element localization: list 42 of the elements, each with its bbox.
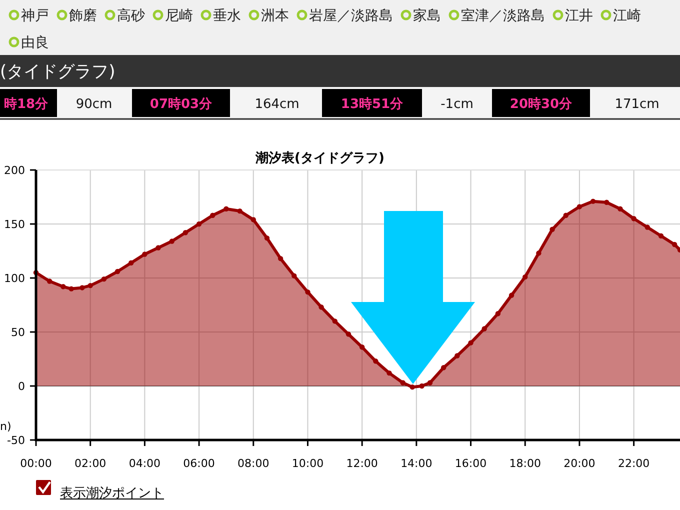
y-axis-title: n) bbox=[0, 420, 12, 433]
text: 由良 bbox=[21, 35, 49, 51]
x-tick-label: 02:00 bbox=[74, 457, 106, 470]
text: 家島 bbox=[413, 8, 441, 24]
x-tick-label: 10:00 bbox=[292, 457, 324, 470]
text: 20時30分 bbox=[510, 97, 574, 112]
text: 表示潮汐ポイント bbox=[60, 486, 164, 501]
y-tick-label: 200 bbox=[4, 164, 25, 177]
y-tick-label: 50 bbox=[11, 326, 25, 339]
x-tick-label: 04:00 bbox=[128, 457, 161, 470]
text: 洲本 bbox=[261, 8, 289, 24]
y-tick-label: 100 bbox=[4, 272, 25, 285]
y-tick-label: -50 bbox=[7, 434, 25, 447]
x-tick-label: 16:00 bbox=[454, 457, 487, 470]
text: 岩屋／淡路島 bbox=[309, 8, 393, 24]
y-tick-label: 0 bbox=[18, 380, 25, 393]
x-tick-label: 06:00 bbox=[183, 457, 215, 470]
x-tick-label: 22:00 bbox=[618, 457, 650, 470]
text: 171cm bbox=[614, 97, 660, 112]
text: 江井 bbox=[565, 8, 593, 24]
y-tick-label: 150 bbox=[4, 218, 25, 231]
x-tick-label: 00:00 bbox=[20, 457, 52, 470]
text: 江崎 bbox=[613, 8, 641, 24]
text: 神戸 bbox=[21, 8, 49, 24]
x-tick-label: 14:00 bbox=[400, 457, 432, 470]
x-tick-label: 18:00 bbox=[509, 457, 541, 470]
text: 90cm bbox=[76, 97, 112, 112]
text: 垂水 bbox=[213, 8, 241, 24]
text: 室津／淡路島 bbox=[461, 8, 545, 24]
text: 時18分 bbox=[4, 97, 50, 112]
text: 飾磨 bbox=[69, 8, 97, 24]
text: 高砂 bbox=[117, 8, 145, 24]
chart-title: 潮汐表(タイドグラフ) bbox=[254, 151, 384, 166]
text: 尼崎 bbox=[165, 8, 193, 24]
text: (タイドグラフ) bbox=[0, 62, 116, 82]
x-tick-label: 20:00 bbox=[564, 457, 596, 470]
text: 07時03分 bbox=[150, 97, 214, 112]
text: 164cm bbox=[254, 97, 300, 112]
text: -1cm bbox=[440, 97, 474, 112]
x-tick-label: 12:00 bbox=[346, 457, 378, 470]
text: 13時51分 bbox=[340, 97, 404, 112]
x-tick-label: 08:00 bbox=[238, 457, 270, 470]
